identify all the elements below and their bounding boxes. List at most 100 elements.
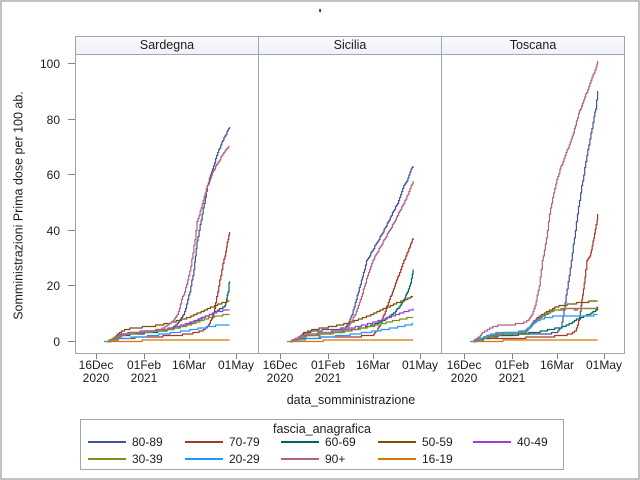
line-plot-sicilia — [286, 166, 414, 343]
y-tick-mark — [68, 174, 75, 175]
y-tick-mark — [68, 119, 75, 120]
x-tick-mark — [373, 354, 374, 359]
x-tick-label: 16Mar — [539, 358, 574, 372]
series-line-20-29 — [469, 313, 598, 343]
series-line-80-89 — [473, 91, 599, 343]
y-tick-mark — [68, 230, 75, 231]
series-line-16-19 — [107, 339, 230, 343]
y-tick-label: 100 — [39, 57, 60, 71]
x-tick-label: 01May — [585, 358, 623, 372]
y-tick-label: 80 — [46, 112, 60, 127]
series-line-60-69 — [473, 307, 599, 343]
y-tick-label: 0 — [53, 334, 60, 349]
y-tick-mark — [68, 341, 75, 342]
legend-item-20-29: 20-29 — [185, 452, 260, 466]
panel-sardegna: Sardegna — [75, 36, 259, 354]
y-tick-label: 20 — [46, 279, 60, 293]
legend-line-swatch — [378, 458, 416, 460]
legend-item-30-39: 30-39 — [88, 452, 163, 466]
series-line-90+ — [107, 145, 230, 343]
panel-sicilia: Sicilia — [258, 36, 442, 354]
legend-item-40-49: 40-49 — [473, 435, 548, 449]
plot-area-sardegna — [76, 55, 258, 353]
legend-label: 16-19 — [422, 452, 453, 466]
x-tick-mark — [557, 354, 558, 359]
legend-line-swatch — [473, 441, 511, 443]
legend-box: fascia_anagrafica 80-89 70-79 60-69 50-59 40… — [80, 419, 564, 470]
panel-strip: Sardegna Sicilia Toscana — [75, 36, 625, 354]
plot-area-sicilia — [259, 55, 441, 353]
series-line-70-79 — [290, 238, 414, 343]
x-tick-mark — [420, 354, 421, 359]
series-line-50-59 — [290, 295, 414, 343]
x-tick-mark — [236, 354, 237, 359]
y-tick-mark — [68, 63, 75, 64]
x-tick-mark — [280, 354, 281, 359]
x-tick-label: 16Mar — [171, 358, 206, 372]
legend-item-90+: 90+ — [281, 452, 345, 466]
panel-header: Sicilia — [259, 37, 441, 55]
line-plot-toscana — [469, 61, 599, 343]
legend-label: 50-59 — [422, 435, 453, 449]
plot-area-toscana — [442, 55, 624, 353]
panel-header: Toscana — [442, 37, 624, 55]
x-tick-mark — [189, 354, 190, 359]
legend-item-16-19: 16-19 — [378, 452, 453, 466]
legend-line-swatch — [281, 458, 319, 460]
series-line-40-49 — [107, 309, 230, 343]
x-tick-mark — [512, 354, 513, 359]
legend-line-swatch — [281, 441, 319, 443]
series-line-20-29 — [103, 324, 230, 343]
series-line-30-39 — [290, 316, 414, 343]
legend-label: 70-79 — [229, 435, 260, 449]
line-plot-sardegna — [103, 127, 231, 343]
legend-item-70-79: 70-79 — [185, 435, 260, 449]
x-tick-mark — [464, 354, 465, 359]
legend-line-swatch — [378, 441, 416, 443]
x-tick-label: 16Mar — [355, 358, 390, 372]
y-axis-label: Somministrazioni Prima dose per 100 ab. — [11, 91, 26, 320]
x-tick-mark — [604, 354, 605, 359]
legend-label: 80-89 — [132, 435, 163, 449]
legend-title: fascia_anagrafica — [273, 422, 371, 436]
x-tick-label: 16Dec 2020 — [262, 358, 298, 385]
legend-item-50-59: 50-59 — [378, 435, 453, 449]
panel-header: Sardegna — [76, 37, 258, 55]
series-line-16-19 — [290, 339, 414, 343]
x-tick-label: 01May — [217, 358, 255, 372]
series-line-16-19 — [473, 339, 598, 343]
legend-line-swatch — [185, 458, 223, 460]
legend-line-swatch — [88, 458, 126, 460]
y-tick-label: 40 — [46, 223, 60, 238]
series-line-30-39 — [473, 306, 598, 343]
series-line-80-89 — [107, 127, 231, 343]
series-line-20-29 — [286, 322, 414, 343]
legend-label: 30-39 — [132, 452, 163, 466]
series-line-60-69 — [107, 281, 231, 343]
y-tick-label: 60 — [46, 168, 60, 182]
x-tick-mark — [328, 354, 329, 359]
x-tick-label: 16Dec 2020 — [446, 358, 482, 385]
series-line-90+ — [473, 61, 599, 343]
legend-label: 90+ — [325, 452, 346, 466]
x-tick-label: 01Feb 2021 — [310, 358, 346, 385]
legend-label: 60-69 — [325, 435, 356, 449]
x-tick-mark — [96, 354, 97, 359]
legend-item-80-89: 80-89 — [88, 435, 163, 449]
legend-label: 40-49 — [517, 435, 548, 449]
y-tick-mark — [68, 285, 75, 286]
x-tick-mark — [144, 354, 145, 359]
series-line-70-79 — [473, 214, 599, 343]
panel-toscana: Toscana — [441, 36, 625, 354]
x-tick-label: 01Feb 2021 — [126, 358, 162, 385]
series-line-80-89 — [290, 166, 414, 343]
legend-label: 20-29 — [229, 452, 260, 466]
series-line-90+ — [290, 181, 414, 343]
x-tick-label: 01May — [401, 358, 439, 372]
legend-line-swatch — [88, 441, 126, 443]
x-tick-label: 01Feb 2021 — [494, 358, 530, 385]
legend-line-swatch — [185, 441, 223, 443]
x-tick-label: 16Dec 2020 — [78, 358, 114, 385]
legend-item-60-69: 60-69 — [281, 435, 356, 449]
